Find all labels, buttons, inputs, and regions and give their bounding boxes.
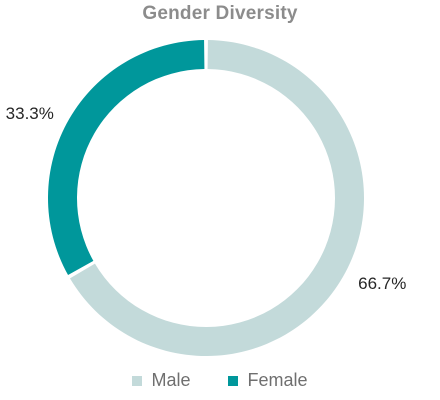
legend-swatch-male [132, 375, 143, 386]
chart-title: Gender Diversity [142, 3, 298, 24]
slice-label-male: 66.7% [358, 274, 406, 293]
legend-label-male: Male [151, 370, 191, 390]
slice-label-female: 33.3% [6, 104, 54, 123]
legend-item-male: Male [132, 370, 190, 391]
chart-legend: Male Female [0, 370, 440, 391]
donut-slice-female [48, 40, 205, 276]
legend-swatch-female [228, 375, 239, 386]
legend-label-female: Female [247, 370, 308, 390]
legend-item-female: Female [228, 370, 308, 391]
donut-slices [48, 40, 364, 357]
slice-labels: 66.7% 33.3% [6, 104, 407, 293]
